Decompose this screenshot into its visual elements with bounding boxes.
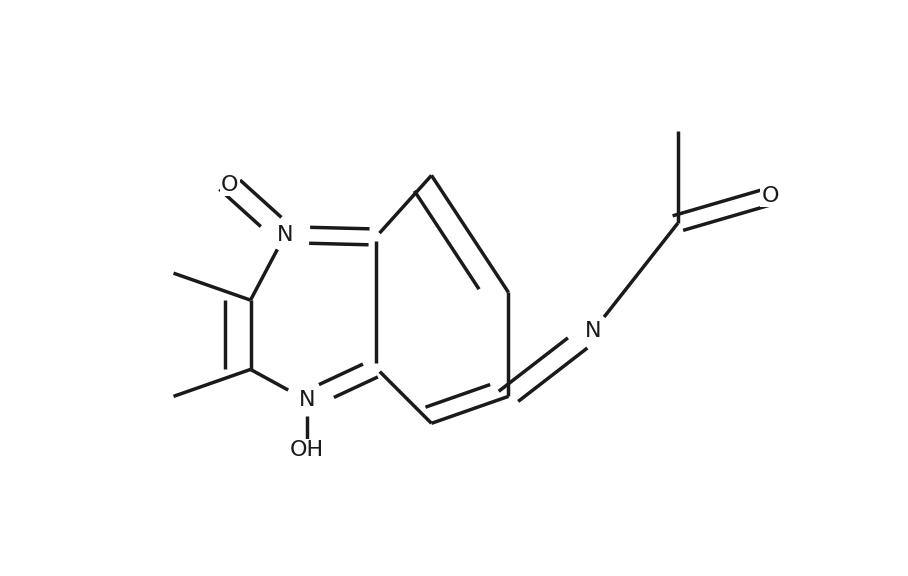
Text: OH: OH [290,440,324,460]
Text: N: N [277,225,293,245]
Text: O: O [762,186,779,206]
Text: N: N [585,321,601,341]
Text: N: N [299,390,315,410]
Text: O: O [221,175,239,195]
